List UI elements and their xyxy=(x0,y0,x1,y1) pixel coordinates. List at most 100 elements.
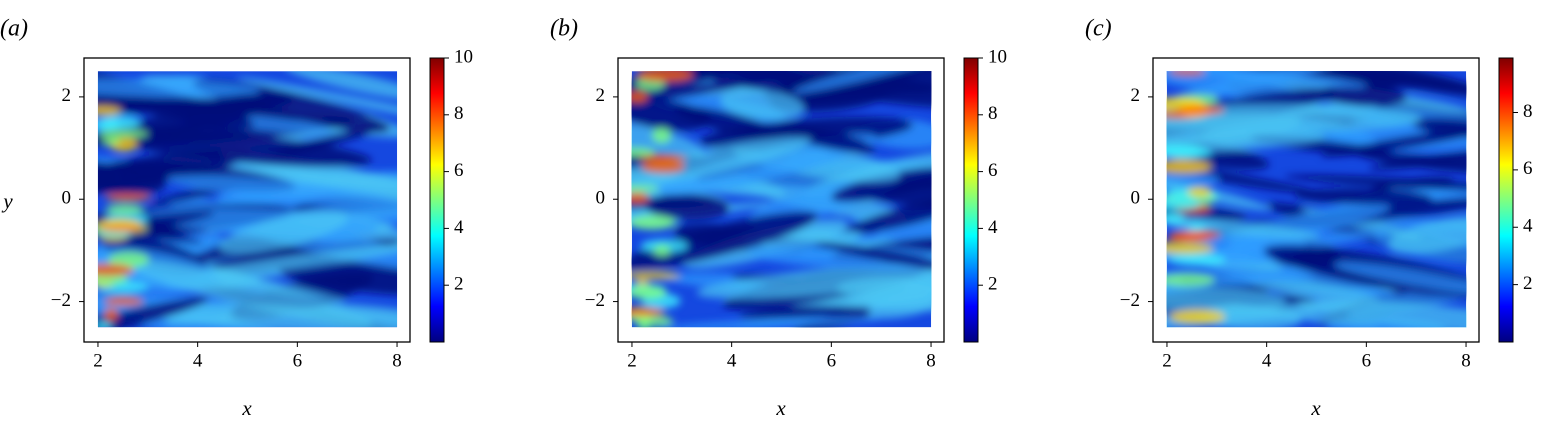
field-band xyxy=(657,133,877,195)
field-band xyxy=(277,260,398,296)
field-edge xyxy=(631,307,666,317)
colorbar-tick-label: 10 xyxy=(454,46,473,67)
field-band xyxy=(660,317,879,328)
field-edge xyxy=(638,154,687,161)
field-band xyxy=(284,71,398,101)
y-tick-label: −2 xyxy=(585,290,605,311)
field-edge xyxy=(1166,242,1214,254)
colorbar-tick-label: 2 xyxy=(988,274,998,295)
x-axis-label: x xyxy=(1310,396,1321,420)
field-edge xyxy=(103,297,144,306)
x-tick-label: 6 xyxy=(293,350,303,371)
field-edge xyxy=(97,274,129,285)
panel-label: (a) xyxy=(0,16,28,42)
field-edge xyxy=(105,204,144,214)
field-edge xyxy=(1187,186,1212,198)
field-band xyxy=(800,71,932,106)
field-texture xyxy=(631,71,932,328)
colorbar-tick-label: 2 xyxy=(454,274,464,295)
colorbar-tick-label: 4 xyxy=(988,217,998,238)
field-band xyxy=(237,76,398,133)
x-tick-label: 2 xyxy=(1162,350,1172,371)
field-edge xyxy=(97,129,149,139)
axes-frame xyxy=(617,57,945,343)
axes-frame xyxy=(83,57,411,343)
field-edge xyxy=(631,147,656,157)
y-tick-label: 0 xyxy=(1131,188,1141,209)
field-band xyxy=(197,93,295,112)
field-band xyxy=(166,174,398,208)
field-band xyxy=(1412,118,1467,138)
colorbar-tick-label: 6 xyxy=(1523,158,1533,179)
field-edge xyxy=(108,251,150,268)
field-edge xyxy=(631,272,681,280)
field-edge xyxy=(636,71,694,82)
field-edge xyxy=(97,321,112,328)
field-band xyxy=(184,241,398,279)
field-band xyxy=(1263,71,1467,100)
field-band xyxy=(1319,84,1407,107)
field-edge xyxy=(97,106,122,116)
y-tick-label: −2 xyxy=(1120,290,1140,311)
field-edge xyxy=(653,244,671,257)
panel-label: (b) xyxy=(550,16,578,42)
field-band xyxy=(1284,174,1467,193)
field-edge xyxy=(1166,144,1204,158)
field-band xyxy=(682,219,849,269)
field-band xyxy=(792,71,932,94)
field-edge xyxy=(99,115,141,130)
x-tick-label: 8 xyxy=(926,350,936,371)
y-tick-label: 2 xyxy=(1131,85,1141,106)
y-tick-label: 0 xyxy=(596,188,606,209)
field-edge xyxy=(631,91,648,103)
x-tick-label: 4 xyxy=(1262,350,1272,371)
field-band xyxy=(720,88,805,121)
field-band xyxy=(97,148,252,198)
field-texture xyxy=(1166,71,1467,328)
y-tick-label: −2 xyxy=(51,290,71,311)
field-band xyxy=(1166,217,1321,239)
colorbar xyxy=(963,57,979,343)
field-edge xyxy=(97,230,132,238)
field-edge xyxy=(631,185,660,192)
field-band xyxy=(1294,188,1433,205)
field-band xyxy=(309,303,398,328)
colorbar-tick-label: 2 xyxy=(1523,273,1533,294)
colorbar-tick-label: 8 xyxy=(1523,101,1533,122)
x-tick-label: 2 xyxy=(93,350,103,371)
field-band xyxy=(1245,276,1385,305)
field-edge xyxy=(1166,159,1212,174)
panel-label: (c) xyxy=(1085,16,1112,42)
field-band xyxy=(696,263,932,299)
field-band xyxy=(1388,215,1467,254)
field-edge xyxy=(641,159,685,174)
field-band xyxy=(631,136,812,192)
axes-frame xyxy=(1152,57,1480,343)
y-tick-label: 2 xyxy=(596,85,606,106)
field-band xyxy=(631,79,765,110)
field-edge xyxy=(104,307,118,322)
colorbar-tick-label: 4 xyxy=(1523,216,1533,237)
colorbar-tick-label: 6 xyxy=(988,160,998,181)
field-band xyxy=(644,193,730,221)
field-band xyxy=(121,259,373,328)
field-edge xyxy=(631,215,676,230)
field-band xyxy=(873,211,932,248)
field-band xyxy=(631,122,705,162)
y-tick-label: 0 xyxy=(62,188,72,209)
field-edge xyxy=(1168,71,1206,76)
field-band xyxy=(98,128,372,167)
field-edge xyxy=(638,315,674,327)
field-edge xyxy=(651,127,672,144)
colorbar-tick-label: 8 xyxy=(988,103,998,124)
field-band xyxy=(738,304,872,320)
colorbar-tick-label: 4 xyxy=(454,217,464,238)
field-edge xyxy=(1176,106,1225,115)
field-edge xyxy=(1169,231,1221,240)
field-edge xyxy=(1188,224,1206,231)
x-tick-label: 8 xyxy=(392,350,402,371)
x-tick-label: 4 xyxy=(727,350,737,371)
colorbar-tick-label: 10 xyxy=(988,46,1007,67)
field-edge xyxy=(1169,309,1226,324)
field-band xyxy=(1166,269,1314,283)
